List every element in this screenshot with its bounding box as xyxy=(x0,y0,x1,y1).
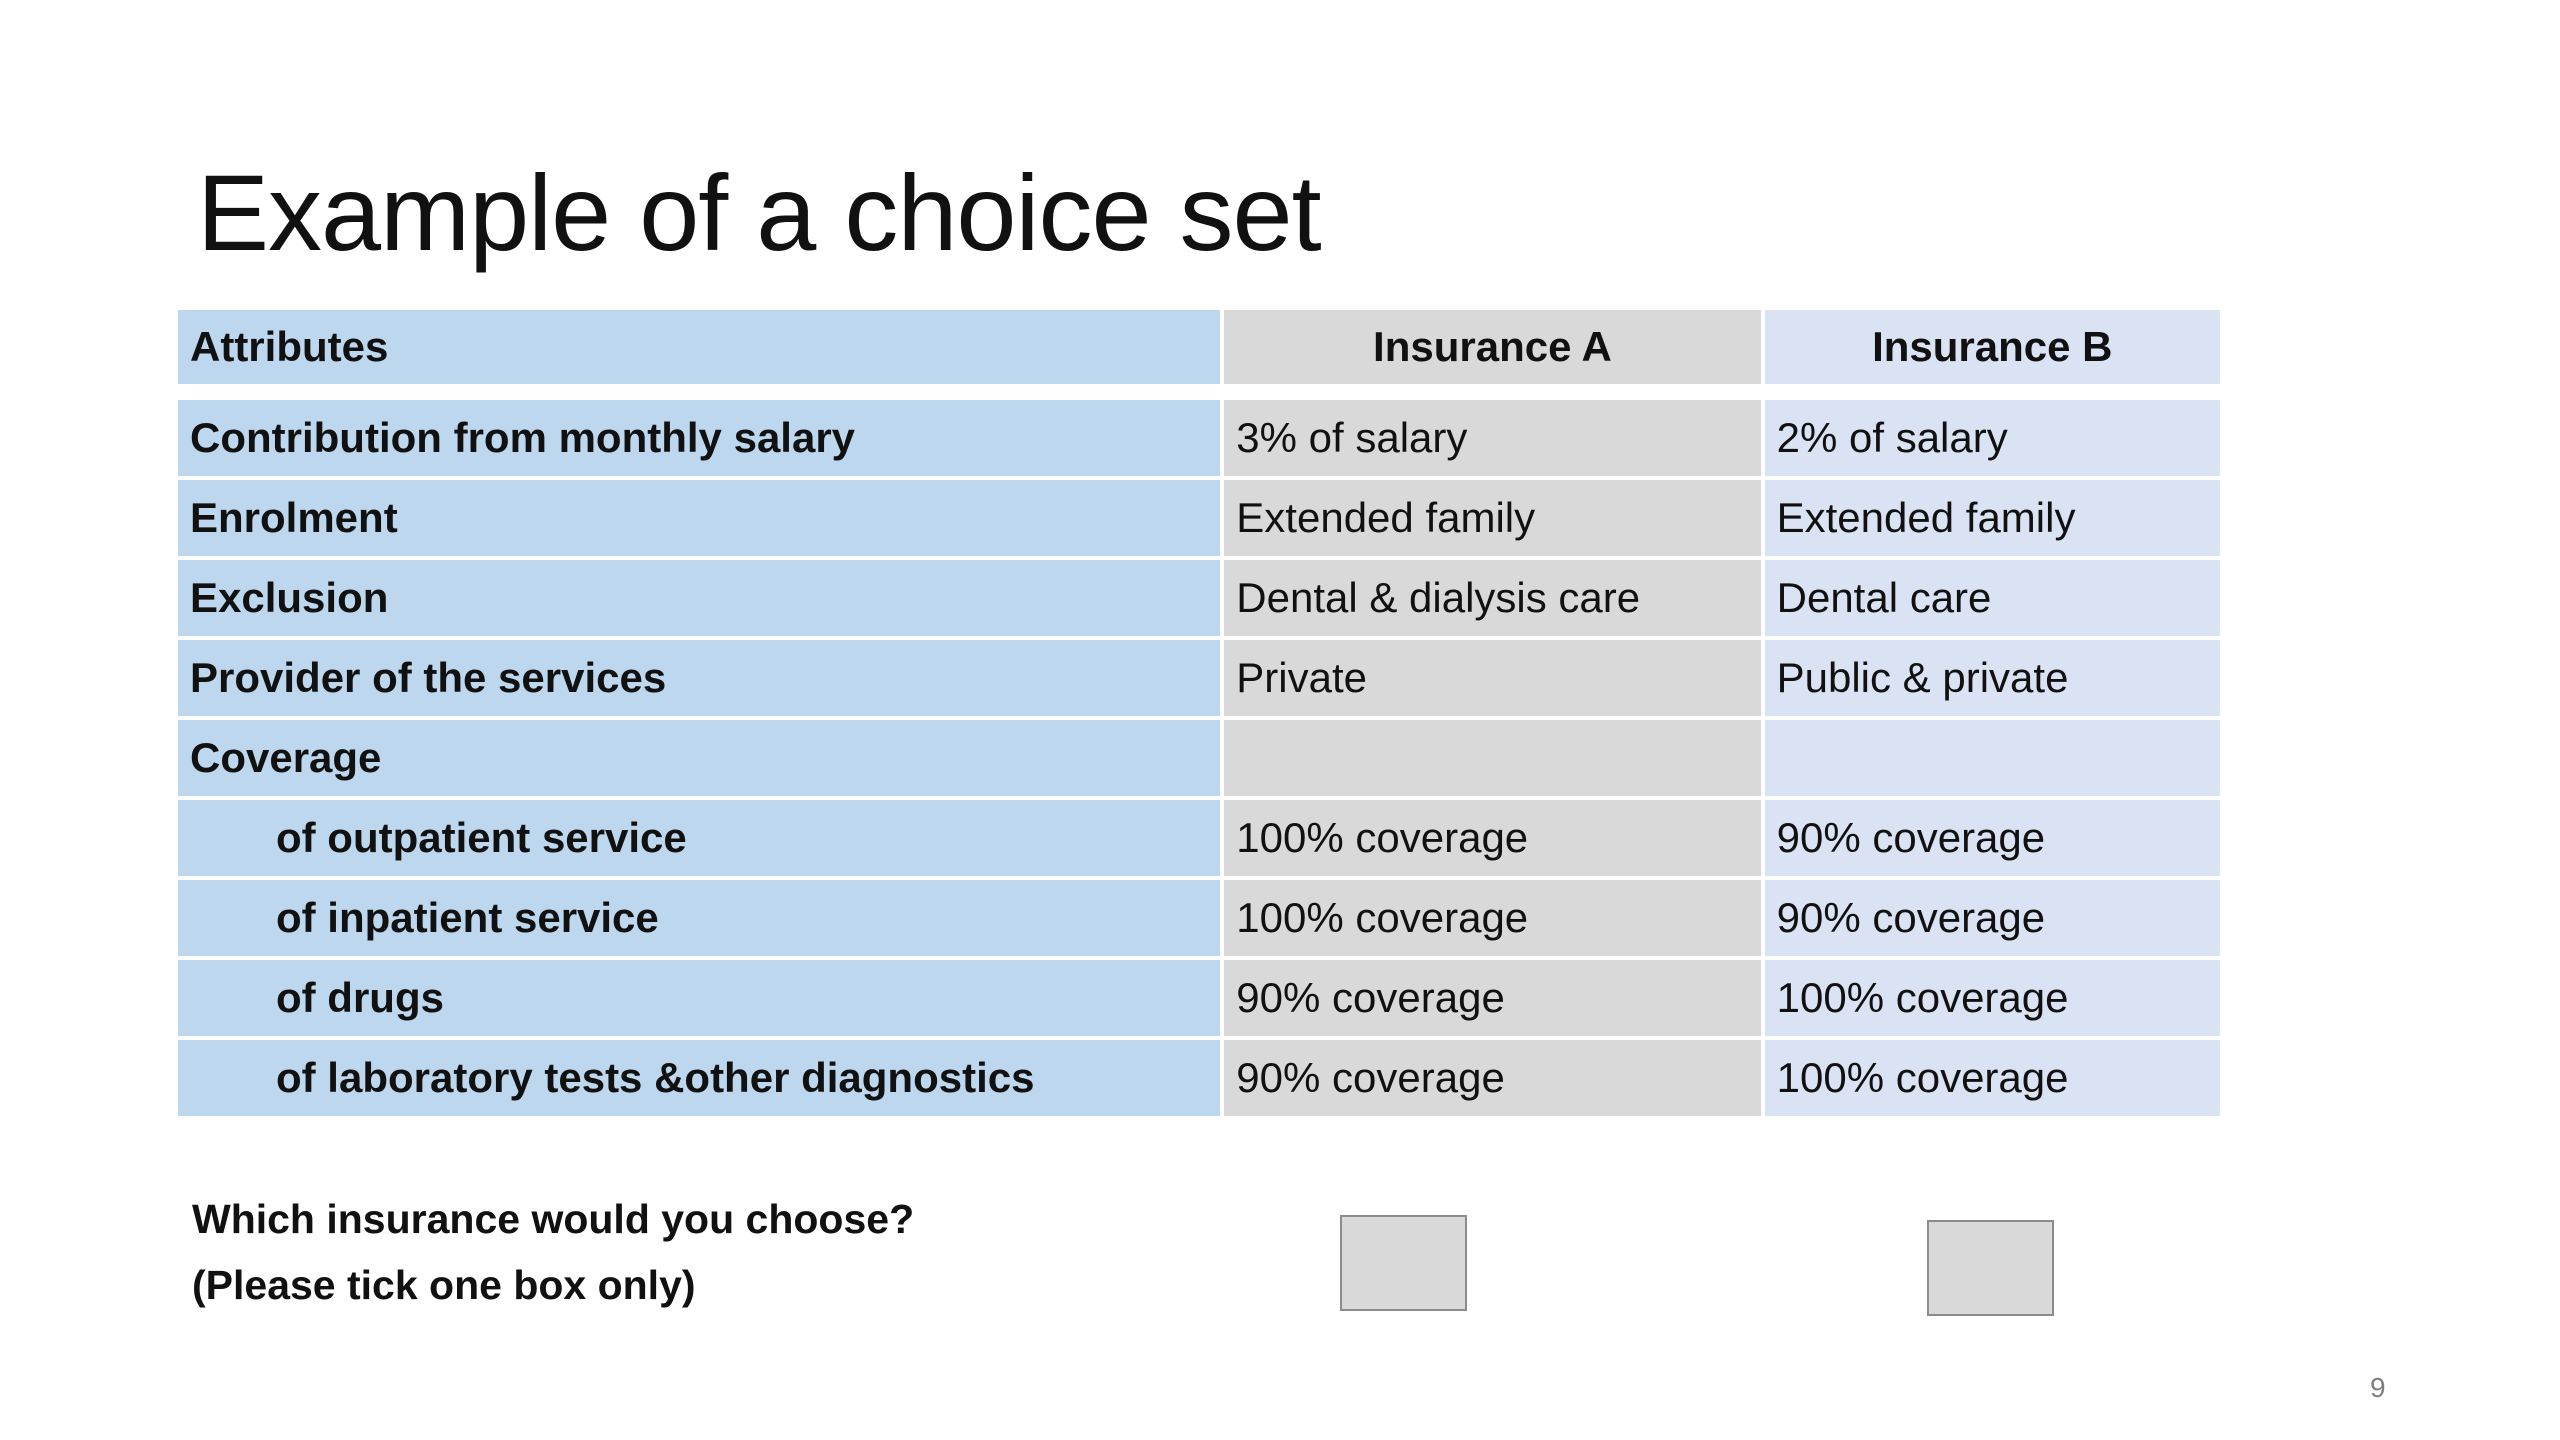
row-insurance-a-value: Private xyxy=(1224,640,1761,716)
row-insurance-a-value: Extended family xyxy=(1224,480,1761,556)
header-gap xyxy=(178,388,2220,396)
table-row: Coverage xyxy=(178,720,2220,796)
row-insurance-a-value xyxy=(1224,720,1761,796)
row-insurance-b-value: Extended family xyxy=(1764,480,2220,556)
row-attribute: of inpatient service xyxy=(178,880,1221,956)
question-instruction: (Please tick one box only) xyxy=(192,1262,696,1308)
row-insurance-b-value: 90% coverage xyxy=(1764,800,2220,876)
row-insurance-a-value: Dental & dialysis care xyxy=(1224,560,1761,636)
header-attributes: Attributes xyxy=(178,310,1221,384)
row-insurance-a-value: 90% coverage xyxy=(1224,1040,1761,1116)
table-row: Enrolment Extended family Extended famil… xyxy=(178,480,2220,556)
table-row: Provider of the services Private Public … xyxy=(178,640,2220,716)
row-attribute: of laboratory tests &other diagnostics xyxy=(178,1040,1221,1116)
table-header-row: Attributes Insurance A Insurance B xyxy=(178,310,2220,384)
row-insurance-b-value: Public & private xyxy=(1764,640,2220,716)
header-insurance-b: Insurance B xyxy=(1764,310,2220,384)
row-attribute: Coverage xyxy=(178,720,1221,796)
table-row: of outpatient service 100% coverage 90% … xyxy=(178,800,2220,876)
row-attribute: Exclusion xyxy=(178,560,1221,636)
page-number: 9 xyxy=(2370,1372,2386,1403)
table-row: of inpatient service 100% coverage 90% c… xyxy=(178,880,2220,956)
row-insurance-b-value: 2% of salary xyxy=(1764,400,2220,476)
row-attribute: of outpatient service xyxy=(178,800,1221,876)
row-insurance-a-value: 3% of salary xyxy=(1224,400,1761,476)
slide-title: Example of a choice set xyxy=(197,152,1322,273)
row-insurance-b-value: Dental care xyxy=(1764,560,2220,636)
row-insurance-b-value xyxy=(1764,720,2220,796)
choice-set-table: Attributes Insurance A Insurance B Contr… xyxy=(174,306,2224,1120)
row-insurance-a-value: 100% coverage xyxy=(1224,800,1761,876)
row-insurance-b-value: 90% coverage xyxy=(1764,880,2220,956)
table-row: of drugs 90% coverage 100% coverage xyxy=(178,960,2220,1036)
choice-question: Which insurance would you choose? (Pleas… xyxy=(192,1186,914,1318)
row-attribute: Provider of the services xyxy=(178,640,1221,716)
header-insurance-a: Insurance A xyxy=(1224,310,1761,384)
row-insurance-a-value: 90% coverage xyxy=(1224,960,1761,1036)
row-insurance-b-value: 100% coverage xyxy=(1764,1040,2220,1116)
question-text: Which insurance would you choose? xyxy=(192,1196,915,1242)
row-attribute: Enrolment xyxy=(178,480,1221,556)
row-attribute: Contribution from monthly salary xyxy=(178,400,1221,476)
row-attribute: of drugs xyxy=(178,960,1221,1036)
row-insurance-b-value: 100% coverage xyxy=(1764,960,2220,1036)
insurance-a-checkbox[interactable] xyxy=(1340,1215,1467,1311)
table-row: Exclusion Dental & dialysis care Dental … xyxy=(178,560,2220,636)
row-insurance-a-value: 100% coverage xyxy=(1224,880,1761,956)
insurance-b-checkbox[interactable] xyxy=(1927,1220,2054,1316)
table-row: of laboratory tests &other diagnostics 9… xyxy=(178,1040,2220,1116)
table-row: Contribution from monthly salary 3% of s… xyxy=(178,400,2220,476)
